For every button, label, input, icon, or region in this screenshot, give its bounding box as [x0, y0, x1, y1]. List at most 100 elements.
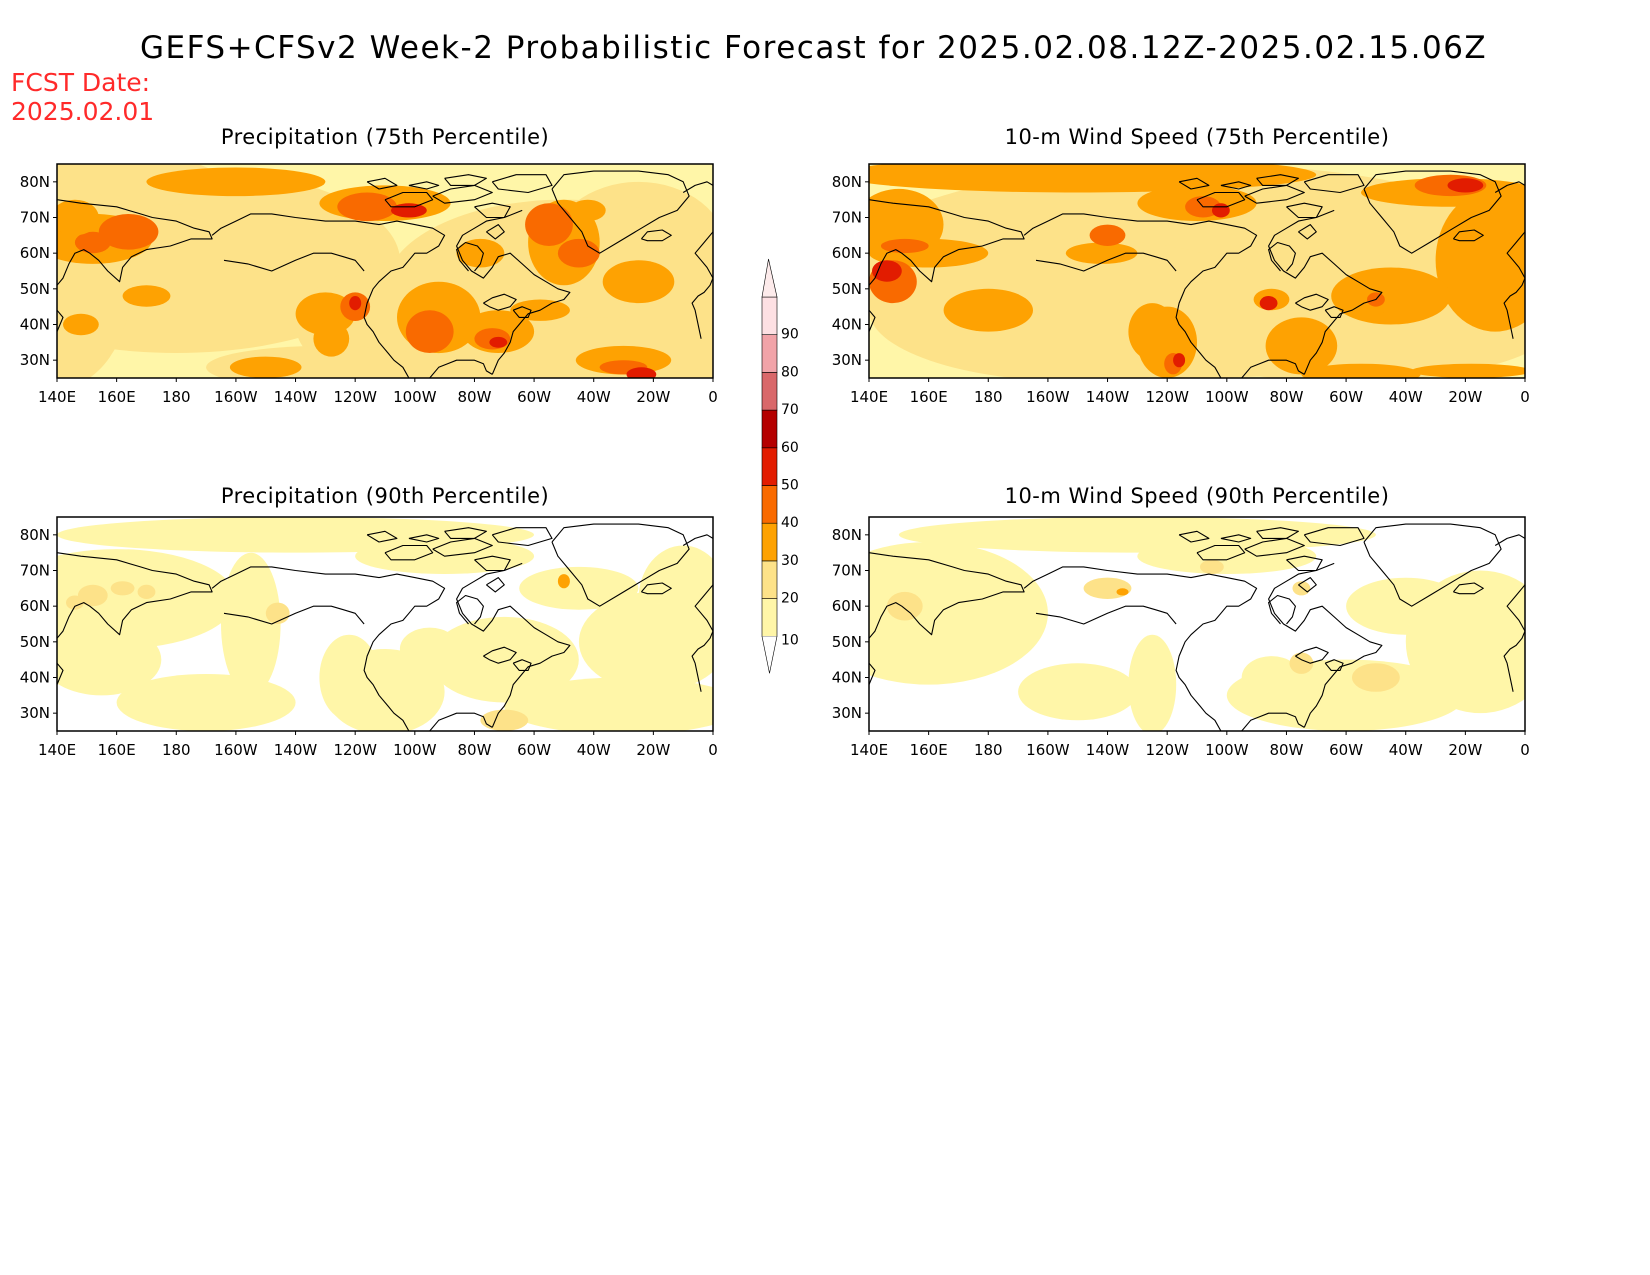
probability-contour: [110, 581, 135, 596]
probability-contour: [1116, 588, 1129, 596]
lon-tick-label: 20W: [1448, 741, 1482, 759]
probability-field: [869, 517, 1525, 731]
probability-contour: [1241, 656, 1302, 699]
probability-contour: [1346, 577, 1466, 635]
probability-contour: [1301, 363, 1421, 378]
arctic-island: [1286, 202, 1323, 219]
probability-contour: [626, 367, 657, 378]
lon-tick-label: 120W: [333, 741, 377, 759]
probability-contour: [1352, 663, 1400, 692]
probability-contour: [525, 203, 573, 246]
probability-contour: [399, 627, 460, 671]
coastline-greenland: [1363, 170, 1502, 254]
coastline-greenland: [551, 523, 690, 607]
coastline-svalbard: [682, 534, 713, 546]
lon-tick-label: 160E: [98, 388, 136, 406]
map-panel-wind75: 80N 70N 60N 50N 40N 30N 140E 160E 180 160W 140W 120…: [812, 150, 1542, 410]
coastline: [869, 170, 1525, 378]
lon-tick-label: 0: [1520, 388, 1530, 406]
probability-contour: [569, 199, 606, 222]
lon-tick-label: 40W: [577, 741, 611, 759]
coastline-akPen: [1035, 605, 1177, 625]
arctic-island: [444, 527, 487, 539]
arctic-island: [486, 224, 505, 240]
coastline-east: [456, 209, 571, 375]
lat-tick-label: 50N: [20, 633, 50, 651]
coastline-svalbard: [1494, 534, 1525, 546]
arctic-island: [1178, 530, 1210, 543]
probability-contour: [122, 285, 171, 307]
lat-tick-label: 70N: [832, 562, 862, 580]
probability-contour: [943, 288, 1033, 332]
lat-tick-label: 50N: [20, 280, 50, 298]
arctic-island: [1298, 224, 1317, 240]
colorbar-swatch: [761, 598, 778, 637]
probability-contour: [869, 164, 1317, 193]
probability-contour: [57, 549, 236, 649]
probability-contour: [1411, 363, 1525, 378]
coastline-lakes2: [1324, 306, 1344, 318]
lat-tick-label: 80N: [832, 173, 862, 191]
colorbar-swatch: [761, 560, 778, 599]
probability-contour: [221, 552, 281, 696]
coastline-asia: [57, 199, 213, 286]
lon-tick-label: 60W: [517, 388, 551, 406]
map-frame: [868, 163, 1526, 379]
probability-contour: [405, 310, 454, 353]
lon-tick-label: 0: [708, 741, 718, 759]
coastline-lakes2: [1324, 659, 1344, 671]
probability-contour: [602, 260, 675, 304]
lon-tick-label: 160W: [214, 388, 258, 406]
coastline-alaskaNA: [211, 213, 446, 378]
colorbar-swatch: [761, 522, 778, 562]
colorbar-label: 70: [781, 402, 799, 418]
probability-contour: [319, 634, 380, 721]
probability-contour: [98, 214, 159, 250]
lon-tick-label: 0: [708, 388, 718, 406]
probability-contour: [1128, 634, 1177, 731]
lon-tick-label: 60W: [1329, 741, 1363, 759]
lat-tick-label: 50N: [832, 633, 862, 651]
lon-tick-label: 140E: [850, 741, 888, 759]
colorbar-label: 20: [781, 591, 799, 607]
lon-tick-label: 80W: [457, 741, 491, 759]
lon-tick-label: 80W: [1269, 741, 1303, 759]
probability-contour: [557, 574, 570, 589]
probability-field: [869, 164, 1525, 378]
lon-tick-label: 180: [974, 388, 1003, 406]
map-panel-precip75: 80N 70N 60N 50N 40N 30N 140E 160E 180 160W 140W 120…: [0, 150, 730, 410]
lon-tick-label: 160E: [910, 388, 948, 406]
lon-tick-label: 0: [1520, 741, 1530, 759]
probability-contour: [313, 321, 350, 357]
probability-contour: [638, 545, 713, 653]
probability-contour: [1200, 559, 1224, 574]
coastline-east: [1268, 209, 1383, 375]
probability-contour: [1137, 538, 1317, 574]
probability-field: [57, 517, 713, 731]
coastline-lakes2: [512, 306, 532, 318]
arctic-island: [1178, 177, 1210, 190]
coastline-east: [1268, 562, 1383, 728]
map-svg-wind90: 80N 70N 60N 50N 40N 30N 140E 160E 180 160W 140W 120…: [832, 516, 1530, 759]
arctic-island: [1256, 174, 1299, 186]
map-svg-precip75: 80N 70N 60N 50N 40N 30N 140E 160E 180 160W 140W 120…: [20, 163, 718, 406]
probability-contour: [137, 584, 156, 599]
colorbar-swatch: [761, 334, 778, 373]
lat-tick-label: 40N: [832, 316, 862, 334]
coastline-gulf: [1241, 712, 1305, 731]
panel-title-wind75: 10-m Wind Speed (75th Percentile): [1004, 125, 1390, 149]
lon-tick-label: 140E: [38, 741, 76, 759]
probability-contour: [1289, 652, 1314, 674]
coastline-svalbard: [682, 181, 713, 193]
coastline-asia: [869, 552, 1025, 639]
map-svg-precip90: 80N 70N 60N 50N 40N 30N 140E 160E 180 160W 140W 120…: [20, 516, 718, 759]
coastline-alaskaNA: [211, 566, 446, 731]
colorbar-arrow-top: [761, 258, 778, 298]
colorbar-swatch: [761, 447, 778, 486]
colorbar-label: 60: [781, 440, 799, 456]
probability-contour: [489, 336, 508, 348]
probability-contour: [74, 231, 111, 254]
arctic-island: [384, 544, 434, 561]
colorbar-label: 30: [781, 553, 799, 569]
coastline-iceland: [1452, 229, 1484, 242]
